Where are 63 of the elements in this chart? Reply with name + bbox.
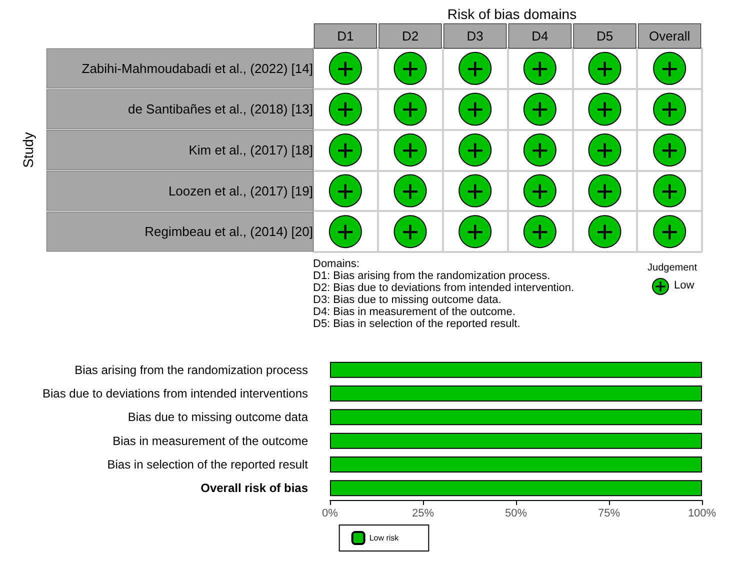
text: + [401, 94, 420, 127]
y-tick-label: Kim et al., (2017) [18] [188, 142, 313, 158]
y-tick-label: Bias in selection of the reported result [107, 458, 309, 472]
text: + [660, 52, 678, 86]
text: Low [674, 280, 694, 292]
y-tick-label: Overall risk of bias [200, 481, 308, 496]
text: D1: Bias arising from the randomization process. [313, 270, 550, 282]
chart-title: Risk of bias domains [447, 6, 577, 22]
text: + [401, 134, 420, 168]
y-tick-label: Bias arising from the randomization process [74, 362, 308, 377]
text: + [531, 216, 549, 250]
y-tick-label: Bias due to missing outcome data [128, 410, 308, 424]
text: + [660, 94, 678, 127]
x-tick-label: 25% [412, 508, 434, 520]
x-tick-label: D2 [402, 28, 419, 44]
text: + [401, 175, 420, 208]
text: D4: Bias in measurement of the outcome. [313, 306, 516, 318]
text: + [531, 52, 549, 86]
text: Domains: [313, 258, 360, 270]
text: + [531, 94, 549, 127]
text: + [596, 134, 614, 168]
text: + [531, 134, 549, 168]
legend-label: Low risk [369, 534, 400, 542]
x-tick-label: Overall [648, 28, 690, 44]
text: + [466, 52, 484, 86]
text: + [401, 52, 420, 86]
text: + [531, 175, 549, 208]
x-tick-label: D3 [466, 28, 484, 44]
text: + [596, 52, 614, 86]
y-tick-label: Bias due to deviations from intended interventions [42, 386, 308, 400]
legend-title: Judgement [648, 262, 698, 274]
x-tick-label: D1 [337, 28, 354, 44]
text: D5: Bias in selection of the reported result. [313, 318, 520, 330]
text: + [466, 134, 484, 168]
x-tick-label: 75% [598, 508, 620, 520]
text: + [596, 94, 614, 127]
y-tick-label: Zabihi-Mahmoudabadi et al., (2022) [14] [82, 60, 313, 76]
text: + [596, 216, 614, 250]
text: + [660, 134, 678, 168]
text: + [660, 175, 678, 208]
text: + [336, 52, 354, 86]
text: + [401, 216, 420, 250]
text: + [660, 216, 678, 250]
text: + [596, 175, 614, 208]
x-tick-label: 0% [322, 508, 338, 520]
x-tick-label: 100% [688, 508, 716, 520]
x-tick-label: D5 [596, 28, 614, 44]
y-axis-title: Study [20, 132, 36, 168]
text: + [336, 175, 354, 208]
text: D3: Bias due to missing outcome data. [313, 294, 502, 306]
text: + [466, 175, 484, 208]
text: + [466, 216, 484, 250]
x-tick-label: D4 [532, 28, 548, 44]
y-tick-label: Regimbeau et al., (2014) [20] [144, 224, 313, 240]
text: + [336, 134, 354, 168]
text: + [336, 216, 354, 250]
x-tick-label: 50% [504, 508, 528, 520]
text: + [336, 94, 354, 127]
text: + [466, 94, 484, 127]
y-tick-label: Loozen et al., (2017) [19] [168, 183, 313, 198]
y-tick-label: Bias in measurement of the outcome [112, 434, 308, 448]
text: D2: Bias due to deviations from intended intervention. [313, 282, 574, 294]
y-tick-label: de Santibañes et al., (2018) [13] [128, 102, 313, 117]
